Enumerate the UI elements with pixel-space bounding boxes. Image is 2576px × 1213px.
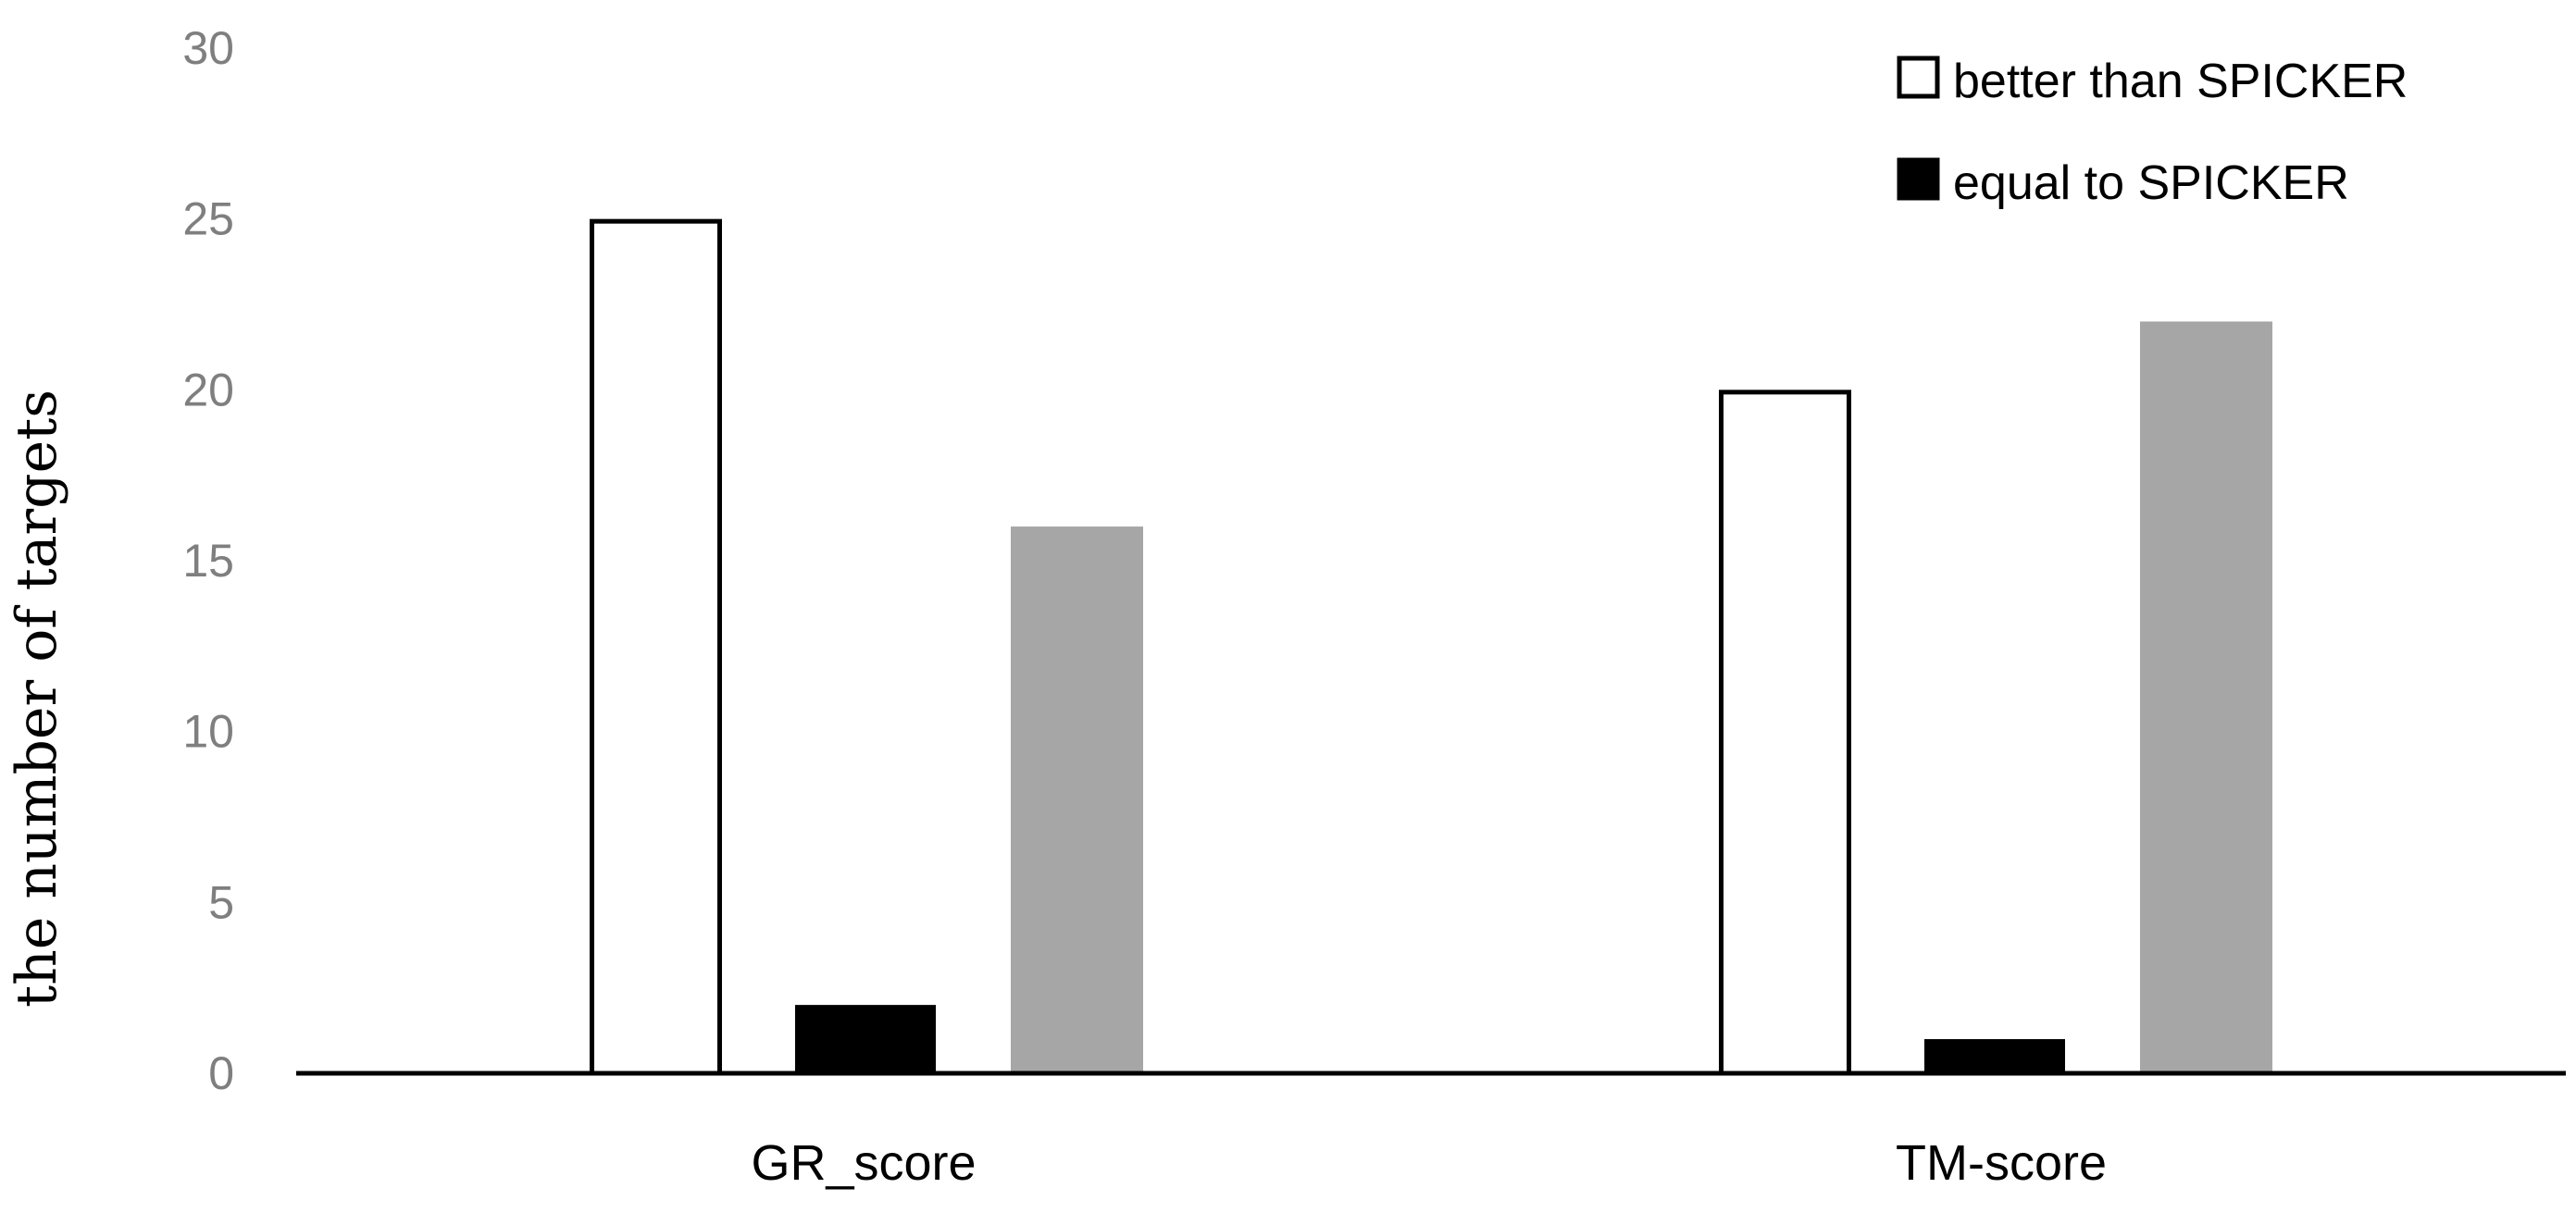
x-category-label: GR_score bbox=[751, 1135, 976, 1191]
y-tick-label: 5 bbox=[208, 876, 234, 928]
y-tick-label: 10 bbox=[182, 706, 234, 758]
x-category-label: TM-score bbox=[1896, 1135, 2107, 1191]
bar-series-1-tm-score bbox=[1719, 390, 1851, 1076]
bars bbox=[590, 218, 2272, 1076]
y-tick-label: 20 bbox=[182, 364, 234, 415]
legend-label: better than SPICKER bbox=[1953, 55, 2408, 108]
bar-series-3-tm-score bbox=[2140, 321, 2272, 1073]
legend-swatch bbox=[1897, 56, 1940, 99]
y-tick-label: 15 bbox=[182, 535, 234, 587]
bar-series-1-gr-score bbox=[590, 218, 722, 1076]
x-axis-category-labels: GR_score TM-score bbox=[751, 1135, 2107, 1191]
y-tick-label: 30 bbox=[182, 22, 234, 74]
y-tick-label: 25 bbox=[182, 193, 234, 245]
legend-label: equal to SPICKER bbox=[1953, 156, 2349, 210]
legend: better than SPICKER equal to SPICKER bbox=[1897, 55, 2408, 210]
legend-swatch bbox=[1897, 157, 1940, 201]
bar-series-2-gr-score bbox=[795, 1005, 936, 1076]
y-axis-ticks: 0 5 10 15 20 25 30 bbox=[182, 22, 234, 1099]
y-tick-label: 0 bbox=[208, 1047, 234, 1099]
bar-series-2-tm-score bbox=[1924, 1039, 2065, 1076]
bar-series-3-gr-score bbox=[1011, 526, 1143, 1073]
y-axis-title: the number of targets bbox=[5, 390, 69, 1008]
